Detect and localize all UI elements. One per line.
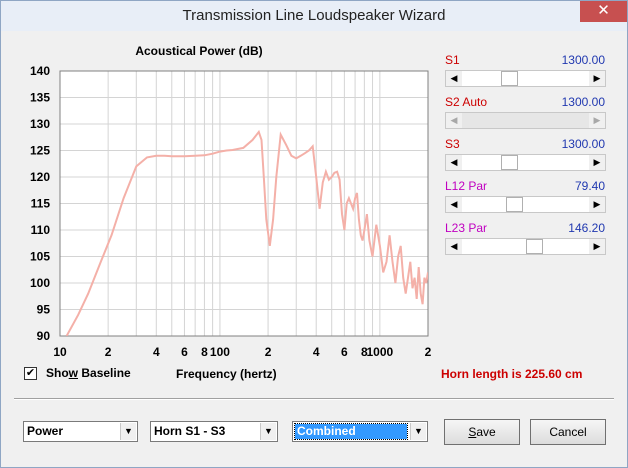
arrow-right-icon[interactable]: ▶ [593, 73, 601, 83]
slider-fill [542, 239, 589, 254]
plot-border [59, 70, 429, 337]
slider-label-s2: S2 Auto [445, 95, 488, 109]
slider-thumb[interactable] [500, 71, 518, 86]
x-tick-label: 2 [265, 345, 272, 359]
slider-s2: ◀ ▶ [445, 112, 606, 129]
slider-fill [462, 239, 526, 254]
chart-title: Acoustical Power (dB) [135, 44, 263, 58]
slider-fill [523, 197, 589, 212]
slider-value-l23: 146.20 [568, 221, 605, 235]
chevron-down-icon[interactable]: ▼ [410, 423, 426, 440]
x-tick-label: 4 [153, 345, 160, 359]
arrow-left-icon[interactable]: ◀ [450, 199, 458, 209]
chevron-down-icon[interactable]: ▼ [260, 423, 276, 440]
slider-track [462, 113, 589, 128]
slider-fill [462, 155, 501, 170]
slider-label-l12: L12 Par [445, 179, 488, 193]
power-series-line [65, 129, 428, 336]
arrow-left-icon[interactable]: ◀ [450, 157, 458, 167]
arrow-right-icon: ▶ [593, 115, 601, 125]
y-tick-label: 130 [30, 117, 50, 131]
y-tick-label: 100 [30, 276, 50, 290]
y-tick-label: 140 [30, 64, 50, 78]
slider-l12[interactable]: ◀ ▶ [445, 196, 606, 213]
show-baseline-label[interactable]: Show Baseline [46, 366, 131, 380]
x-tick-label: 2 [105, 345, 112, 359]
close-icon[interactable]: ✕ [597, 2, 610, 19]
x-tick-label: 10 [53, 345, 67, 359]
arrow-right-icon[interactable]: ▶ [593, 157, 601, 167]
x-tick-label: 8 [201, 345, 208, 359]
x-tick-label: 100 [210, 345, 230, 359]
slider-fill [462, 197, 506, 212]
slider-label-s1: S1 [445, 53, 460, 67]
x-tick-label: 1000 [367, 345, 394, 359]
y-tick-label: 110 [31, 223, 51, 237]
slider-value-s3: 1300.00 [561, 137, 605, 151]
chevron-down-icon[interactable]: ▼ [120, 423, 136, 440]
arrow-left-icon: ◀ [450, 115, 458, 125]
x-tick-label: 4 [313, 345, 320, 359]
y-tick-label: 120 [30, 170, 50, 184]
y-tick-label: 90 [37, 329, 51, 343]
cancel-button[interactable]: Cancel [530, 419, 606, 445]
show-baseline-checkbox[interactable]: ✔ [24, 367, 37, 380]
horn-section-select[interactable]: Horn S1 - S3 ▼ [150, 421, 278, 442]
y-tick-label: 95 [37, 303, 51, 317]
arrow-right-icon[interactable]: ▶ [593, 199, 601, 209]
x-tick-label: 6 [181, 345, 188, 359]
display-mode-select[interactable]: Power ▼ [23, 421, 138, 442]
separator-line [14, 398, 614, 400]
slider-value-l12: 79.40 [574, 179, 605, 193]
slider-s1[interactable]: ◀ ▶ [445, 70, 606, 87]
arrow-right-icon[interactable]: ▶ [593, 241, 601, 251]
horn-length-text: Horn length is 225.60 cm [441, 367, 583, 381]
checkmark-icon: ✔ [25, 367, 36, 379]
slider-label-l23: L23 Par [445, 221, 488, 235]
y-tick-label: 115 [31, 197, 51, 211]
x-tick-label: 8 [361, 345, 368, 359]
title-bar: Transmission Line Loudspeaker Wizard ✕ [1, 1, 627, 31]
y-tick-label: 135 [30, 91, 50, 105]
slider-value-s2: 1300.00 [561, 95, 605, 109]
output-select[interactable]: Combined ▼ [292, 421, 428, 442]
slider-s3[interactable]: ◀ ▶ [445, 154, 606, 171]
x-tick-label: 2 [425, 345, 432, 359]
close-button[interactable]: ✕ [580, 1, 627, 22]
client-area: Acoustical Power (dB) 140 135 130 125 120 115… [8, 31, 620, 462]
slider-fill [517, 155, 589, 170]
slider-fill [462, 71, 501, 86]
arrow-left-icon[interactable]: ◀ [450, 241, 458, 251]
slider-l23[interactable]: ◀ ▶ [445, 238, 606, 255]
slider-value-s1: 1300.00 [561, 53, 605, 67]
display-mode-value: Power [27, 424, 64, 438]
output-value: Combined [294, 423, 408, 440]
save-button[interactable]: Save [444, 419, 520, 445]
x-tick-label: 6 [341, 345, 348, 359]
slider-label-s3: S3 [445, 137, 460, 151]
slider-thumb[interactable] [506, 197, 523, 212]
arrow-left-icon[interactable]: ◀ [450, 73, 458, 83]
window-title: Transmission Line Loudspeaker Wizard [182, 7, 446, 24]
y-tick-label: 125 [30, 144, 50, 158]
frequency-axis-label: Frequency (hertz) [176, 367, 277, 381]
horn-section-value: Horn S1 - S3 [154, 424, 226, 438]
slider-fill [517, 71, 589, 86]
y-tick-label: 105 [30, 250, 50, 264]
slider-thumb[interactable] [500, 155, 518, 170]
slider-thumb[interactable] [525, 239, 543, 254]
